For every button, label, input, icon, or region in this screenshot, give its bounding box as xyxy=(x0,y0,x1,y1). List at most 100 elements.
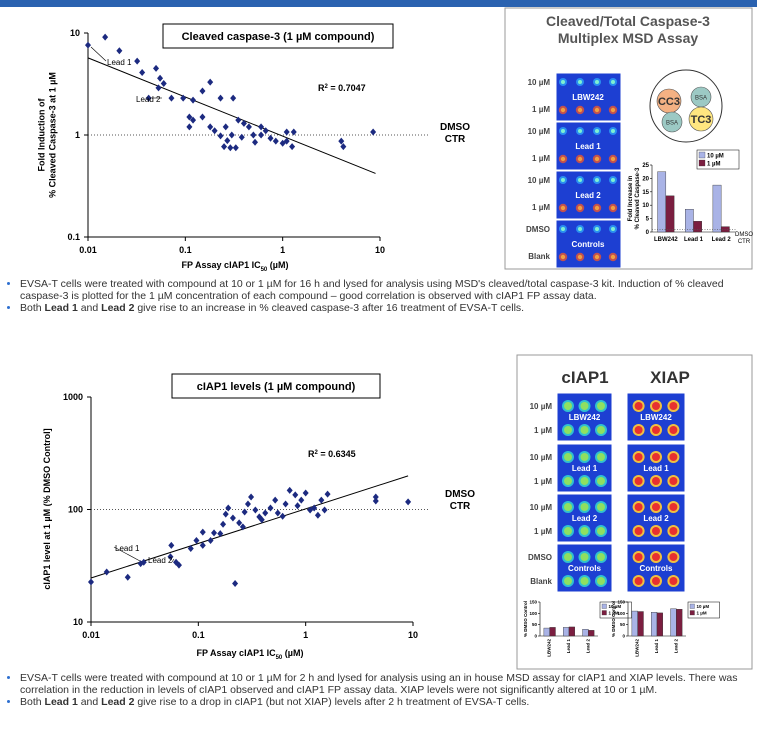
bullet-text: Both xyxy=(20,302,45,314)
y-tick-label: 10 xyxy=(70,28,80,38)
data-point xyxy=(262,510,268,517)
legend-swatch xyxy=(602,604,607,609)
bar xyxy=(583,629,589,636)
assay-spot xyxy=(581,553,589,561)
data-point xyxy=(267,505,273,512)
assay-spot xyxy=(669,426,677,434)
assay-spot xyxy=(581,426,589,434)
annotation: Lead 1 xyxy=(115,544,140,553)
annotation: Lead 1 xyxy=(107,58,132,67)
legend-swatch xyxy=(690,611,695,616)
data-point xyxy=(315,512,321,519)
assay-spot xyxy=(578,255,582,259)
assay-spot xyxy=(652,553,660,561)
assay-spot xyxy=(581,503,589,511)
bullet-text: give rise to a drop in cIAP1 (but not XI… xyxy=(134,696,529,708)
r-squared: R2 = 0.6345 xyxy=(308,449,356,459)
assay-spot xyxy=(635,426,643,434)
y-tick-label: 100 xyxy=(68,505,83,515)
data-point xyxy=(223,123,229,130)
spot-label: TC3 xyxy=(691,114,712,126)
bar xyxy=(657,613,663,636)
data-point xyxy=(230,95,236,102)
row-label: 10 µM xyxy=(530,503,553,512)
assay-spot xyxy=(652,426,660,434)
data-point xyxy=(134,58,140,65)
legend-label: 10 µM xyxy=(707,154,724,160)
x-label-tail: (µM) xyxy=(282,648,303,658)
y-tick-label: 50 xyxy=(532,622,538,627)
annotation: Lead 2 xyxy=(148,556,173,565)
bar xyxy=(658,172,666,232)
data-point xyxy=(199,114,205,121)
assay-spot xyxy=(597,577,605,585)
assay-spot xyxy=(635,503,643,511)
data-point xyxy=(211,529,217,536)
x-tick-label: 1 xyxy=(303,630,308,640)
assay-spot xyxy=(561,227,565,231)
data-point xyxy=(373,498,379,505)
bar xyxy=(671,609,677,636)
assay-spot xyxy=(597,453,605,461)
image-label: Lead 2 xyxy=(575,191,601,200)
image-label: LBW242 xyxy=(640,413,672,422)
reference-label: DMSO xyxy=(445,489,475,500)
x-tick-label: LBW242 xyxy=(654,237,678,243)
assay-spot xyxy=(564,477,572,485)
assay-spot xyxy=(635,402,643,410)
bullet-text: Both xyxy=(20,696,45,708)
bar xyxy=(694,221,702,232)
data-point xyxy=(289,143,295,150)
y-tick-label: 100 xyxy=(529,611,537,616)
r2-text: = 0.7047 xyxy=(328,83,366,93)
row-label: 10 µM xyxy=(528,176,551,185)
assay-spot xyxy=(597,553,605,561)
spot-label: CC3 xyxy=(658,96,680,108)
row-label: Blank xyxy=(528,252,550,261)
y-tick-label: 10 xyxy=(73,617,83,627)
legend-label: 1 µM xyxy=(707,162,720,168)
assay-spot xyxy=(669,477,677,485)
assay-spot xyxy=(611,255,615,259)
bar xyxy=(588,630,594,636)
legend-swatch xyxy=(699,160,705,166)
image-label: Controls xyxy=(568,564,601,573)
data-point xyxy=(223,511,229,518)
assay-spot xyxy=(581,577,589,585)
x-tick-label: Lead 2 xyxy=(712,237,732,243)
data-point xyxy=(284,129,290,136)
data-point xyxy=(161,80,167,87)
x-tick-label: 0.01 xyxy=(79,245,97,255)
assay-spot xyxy=(669,577,677,585)
bullet-text: Lead 1 xyxy=(45,302,78,314)
bullet-text: give rise to an increase in % cleaved ca… xyxy=(134,302,524,314)
y-tick-label: 150 xyxy=(617,600,625,605)
assay-spot xyxy=(595,108,599,112)
assay-spot xyxy=(561,157,565,161)
reference-label: CTR xyxy=(445,134,466,145)
data-point xyxy=(268,135,274,142)
assay-spot xyxy=(635,527,643,535)
bullet-text: and xyxy=(78,302,101,314)
image-label: Controls xyxy=(640,564,673,573)
data-point xyxy=(199,88,205,95)
data-point xyxy=(273,138,279,145)
x-tick-label: LBW242 xyxy=(635,639,640,657)
assay-spot xyxy=(564,453,572,461)
assay-spot xyxy=(611,206,615,210)
data-point xyxy=(125,574,131,581)
assay-spot xyxy=(561,178,565,182)
data-point xyxy=(88,578,94,585)
assay-spot xyxy=(597,477,605,485)
assay-spot xyxy=(561,129,565,133)
assay-spot xyxy=(635,577,643,585)
assay-spot xyxy=(652,402,660,410)
row-label: 10 µM xyxy=(528,127,551,136)
row-label: 1 µM xyxy=(534,426,552,435)
data-point xyxy=(322,506,328,513)
assay-spot xyxy=(669,503,677,511)
row-label: Blank xyxy=(530,577,552,586)
data-point xyxy=(218,95,224,102)
assay-spot xyxy=(595,80,599,84)
image-label: Lead 1 xyxy=(643,464,669,473)
